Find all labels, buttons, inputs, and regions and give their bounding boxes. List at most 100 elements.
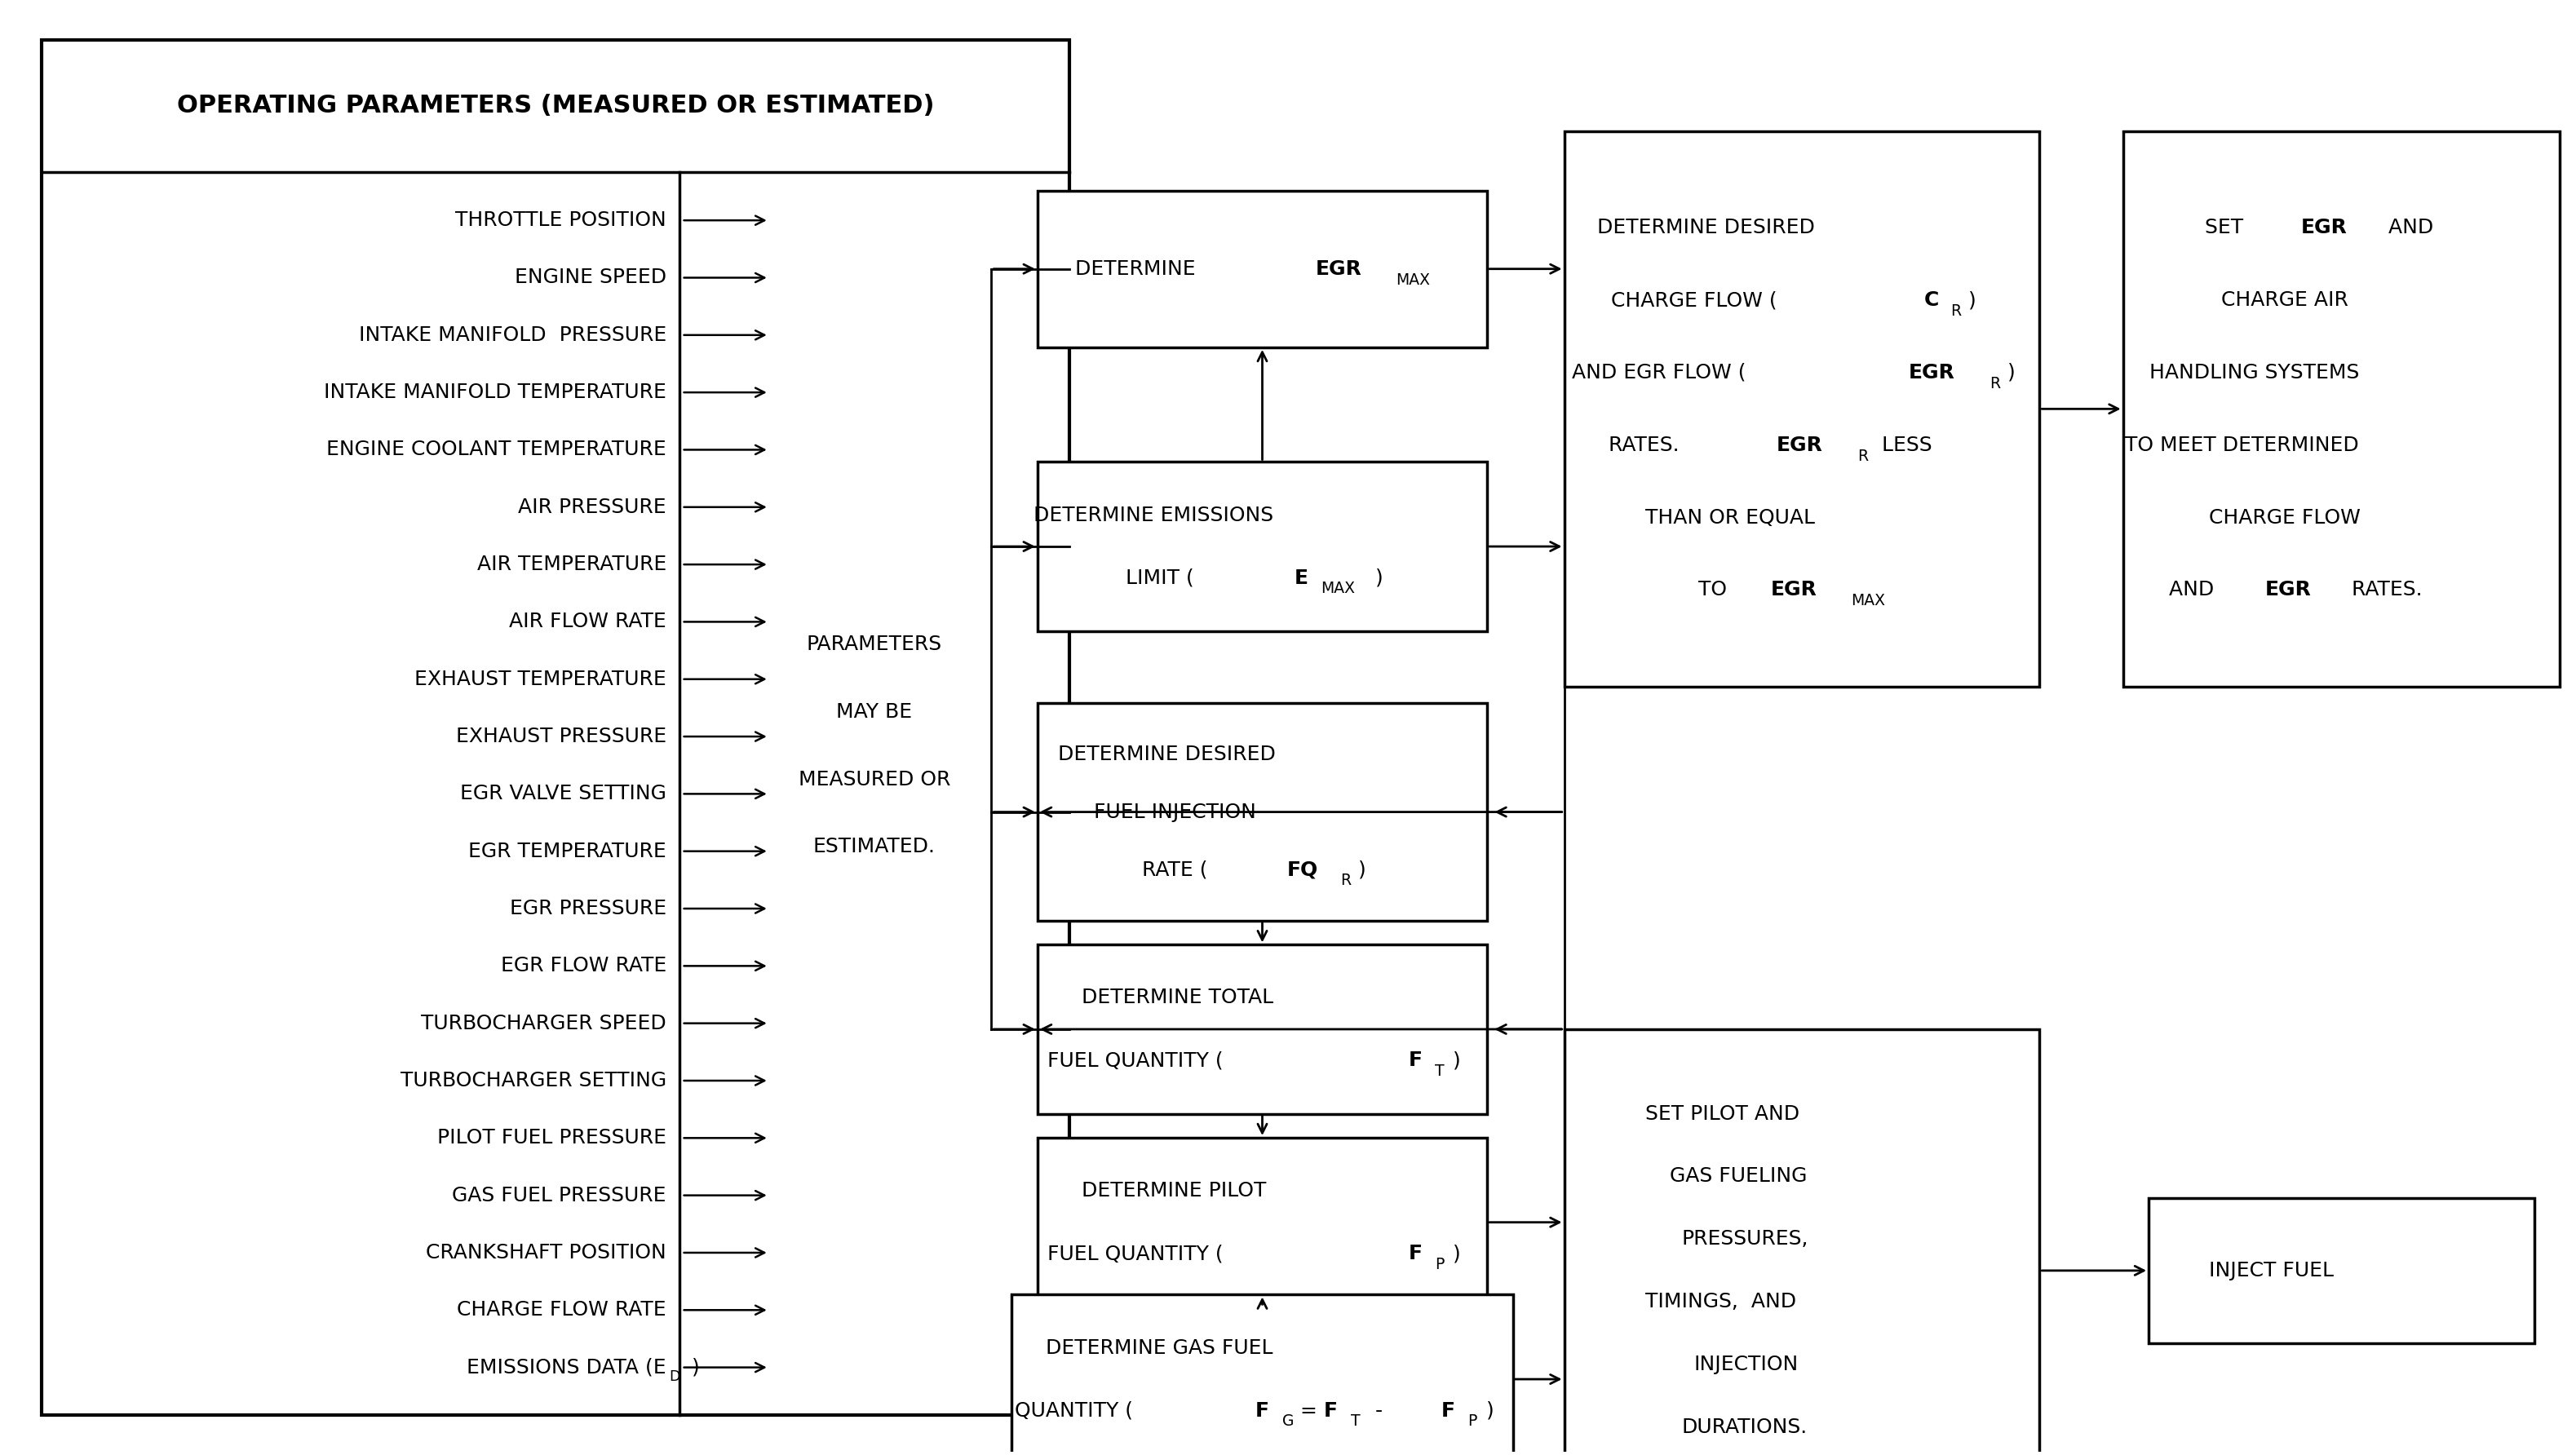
Text: G: G — [1283, 1414, 1293, 1429]
Text: FUEL QUANTITY (: FUEL QUANTITY ( — [1048, 1051, 1224, 1071]
Text: ): ) — [693, 1358, 701, 1378]
Text: EGR: EGR — [2264, 581, 2311, 599]
Text: MAX: MAX — [1321, 581, 1355, 597]
Text: CHARGE AIR: CHARGE AIR — [2221, 291, 2349, 310]
Bar — [41, 39, 1069, 1416]
Text: DETERMINE DESIRED: DETERMINE DESIRED — [1597, 218, 1816, 237]
Text: F: F — [1440, 1401, 1455, 1420]
Text: MEASURED OR: MEASURED OR — [799, 770, 951, 789]
Text: DURATIONS.: DURATIONS. — [1682, 1417, 1808, 1438]
Text: TURBOCHARGER SPEED: TURBOCHARGER SPEED — [420, 1014, 667, 1033]
Text: ): ) — [2007, 362, 2014, 383]
Text: FUEL INJECTION: FUEL INJECTION — [1095, 802, 1257, 822]
Text: INTAKE MANIFOLD TEMPERATURE: INTAKE MANIFOLD TEMPERATURE — [325, 383, 667, 402]
Text: DETERMINE DESIRED: DETERMINE DESIRED — [1059, 745, 1275, 764]
Text: EXHAUST PRESSURE: EXHAUST PRESSURE — [456, 726, 667, 746]
Text: THROTTLE POSITION: THROTTLE POSITION — [456, 211, 667, 230]
Text: F: F — [1409, 1244, 1422, 1263]
Text: C: C — [1924, 291, 1940, 310]
Text: EGR: EGR — [1770, 581, 1816, 599]
Text: DETERMINE GAS FUEL: DETERMINE GAS FUEL — [1046, 1339, 1273, 1358]
Bar — [1564, 131, 2040, 687]
Text: RATES.: RATES. — [1607, 435, 1685, 455]
Text: -: - — [1368, 1401, 1388, 1420]
Text: ): ) — [1453, 1244, 1461, 1263]
Text: F: F — [1324, 1401, 1337, 1420]
Bar — [1038, 703, 1486, 921]
Text: INTAKE MANIFOLD  PRESSURE: INTAKE MANIFOLD PRESSURE — [358, 326, 667, 345]
Text: E: E — [1293, 567, 1309, 588]
Text: ): ) — [1968, 291, 1976, 310]
Text: T: T — [1435, 1064, 1445, 1080]
Text: DETERMINE: DETERMINE — [1074, 259, 1203, 279]
Text: LESS: LESS — [1875, 435, 1932, 455]
Text: ESTIMATED.: ESTIMATED. — [814, 837, 935, 857]
Text: AND EGR FLOW (: AND EGR FLOW ( — [1571, 362, 1747, 383]
Text: DETERMINE PILOT: DETERMINE PILOT — [1082, 1181, 1267, 1200]
Text: R: R — [1950, 304, 1960, 319]
Text: LIMIT (: LIMIT ( — [1126, 567, 1193, 588]
Text: FUEL QUANTITY (: FUEL QUANTITY ( — [1048, 1244, 1224, 1263]
Text: CHARGE FLOW (: CHARGE FLOW ( — [1610, 291, 1777, 310]
Text: DETERMINE TOTAL: DETERMINE TOTAL — [1082, 988, 1273, 1008]
Text: EGR VALVE SETTING: EGR VALVE SETTING — [461, 784, 667, 803]
Bar — [2148, 1197, 2535, 1343]
Text: PILOT FUEL PRESSURE: PILOT FUEL PRESSURE — [438, 1128, 667, 1148]
Text: CHARGE FLOW RATE: CHARGE FLOW RATE — [456, 1301, 667, 1320]
Text: ): ) — [1358, 860, 1365, 880]
Text: T: T — [1350, 1414, 1360, 1429]
Text: CHARGE FLOW: CHARGE FLOW — [2210, 508, 2360, 527]
Text: QUANTITY (: QUANTITY ( — [1015, 1401, 1133, 1420]
Text: TURBOCHARGER SETTING: TURBOCHARGER SETTING — [399, 1071, 667, 1090]
Text: ): ) — [1486, 1401, 1494, 1420]
Text: R: R — [1857, 448, 1868, 464]
Text: ENGINE SPEED: ENGINE SPEED — [515, 268, 667, 288]
Text: EGR TEMPERATURE: EGR TEMPERATURE — [469, 841, 667, 861]
Text: F: F — [1255, 1401, 1270, 1420]
Text: RATES.: RATES. — [2347, 581, 2421, 599]
Text: ): ) — [1453, 1051, 1461, 1071]
Text: MAY BE: MAY BE — [837, 701, 912, 722]
Text: TIMINGS,  AND: TIMINGS, AND — [1646, 1292, 1795, 1312]
Text: AND: AND — [2169, 581, 2221, 599]
Text: EGR PRESSURE: EGR PRESSURE — [510, 899, 667, 918]
Bar — [1564, 1029, 2040, 1455]
Bar — [1012, 1295, 1512, 1455]
Text: =: = — [1301, 1401, 1316, 1420]
Text: P: P — [1468, 1414, 1476, 1429]
Text: D: D — [670, 1369, 680, 1384]
Text: EGR: EGR — [2300, 218, 2347, 237]
Text: HANDLING SYSTEMS: HANDLING SYSTEMS — [2148, 362, 2360, 383]
Bar — [1038, 463, 1486, 631]
Text: INJECTION: INJECTION — [1692, 1355, 1798, 1375]
Text: PRESSURES,: PRESSURES, — [1682, 1229, 1808, 1248]
Text: SET PILOT AND: SET PILOT AND — [1646, 1104, 1801, 1123]
Text: MAX: MAX — [1852, 594, 1886, 608]
Text: EGR FLOW RATE: EGR FLOW RATE — [500, 956, 667, 976]
Text: OPERATING PARAMETERS (MEASURED OR ESTIMATED): OPERATING PARAMETERS (MEASURED OR ESTIMA… — [178, 95, 935, 118]
Bar — [1038, 191, 1486, 348]
Text: AIR TEMPERATURE: AIR TEMPERATURE — [477, 554, 667, 575]
Text: SET: SET — [2205, 218, 2249, 237]
Text: PARAMETERS: PARAMETERS — [806, 634, 943, 653]
Bar — [2123, 131, 2561, 687]
Text: CRANKSHAFT POSITION: CRANKSHAFT POSITION — [425, 1243, 667, 1263]
Text: EGR: EGR — [1777, 435, 1824, 455]
Text: GAS FUEL PRESSURE: GAS FUEL PRESSURE — [453, 1186, 667, 1205]
Text: EMISSIONS DATA (E: EMISSIONS DATA (E — [466, 1358, 667, 1378]
Text: GAS FUELING: GAS FUELING — [1669, 1167, 1806, 1186]
Text: EXHAUST TEMPERATURE: EXHAUST TEMPERATURE — [415, 669, 667, 690]
Text: ENGINE COOLANT TEMPERATURE: ENGINE COOLANT TEMPERATURE — [327, 439, 667, 460]
Text: MAX: MAX — [1396, 272, 1430, 288]
Text: EGR: EGR — [1316, 259, 1363, 279]
Text: AIR PRESSURE: AIR PRESSURE — [518, 498, 667, 517]
Text: AND: AND — [2383, 218, 2434, 237]
Text: R: R — [1989, 375, 1999, 391]
Text: INJECT FUEL: INJECT FUEL — [2210, 1261, 2334, 1280]
Bar — [1038, 944, 1486, 1113]
Text: EGR: EGR — [1909, 362, 1955, 383]
Text: F: F — [1409, 1051, 1422, 1071]
Text: RATE (: RATE ( — [1141, 860, 1208, 880]
Bar — [1038, 1138, 1486, 1307]
Text: AIR FLOW RATE: AIR FLOW RATE — [510, 613, 667, 631]
